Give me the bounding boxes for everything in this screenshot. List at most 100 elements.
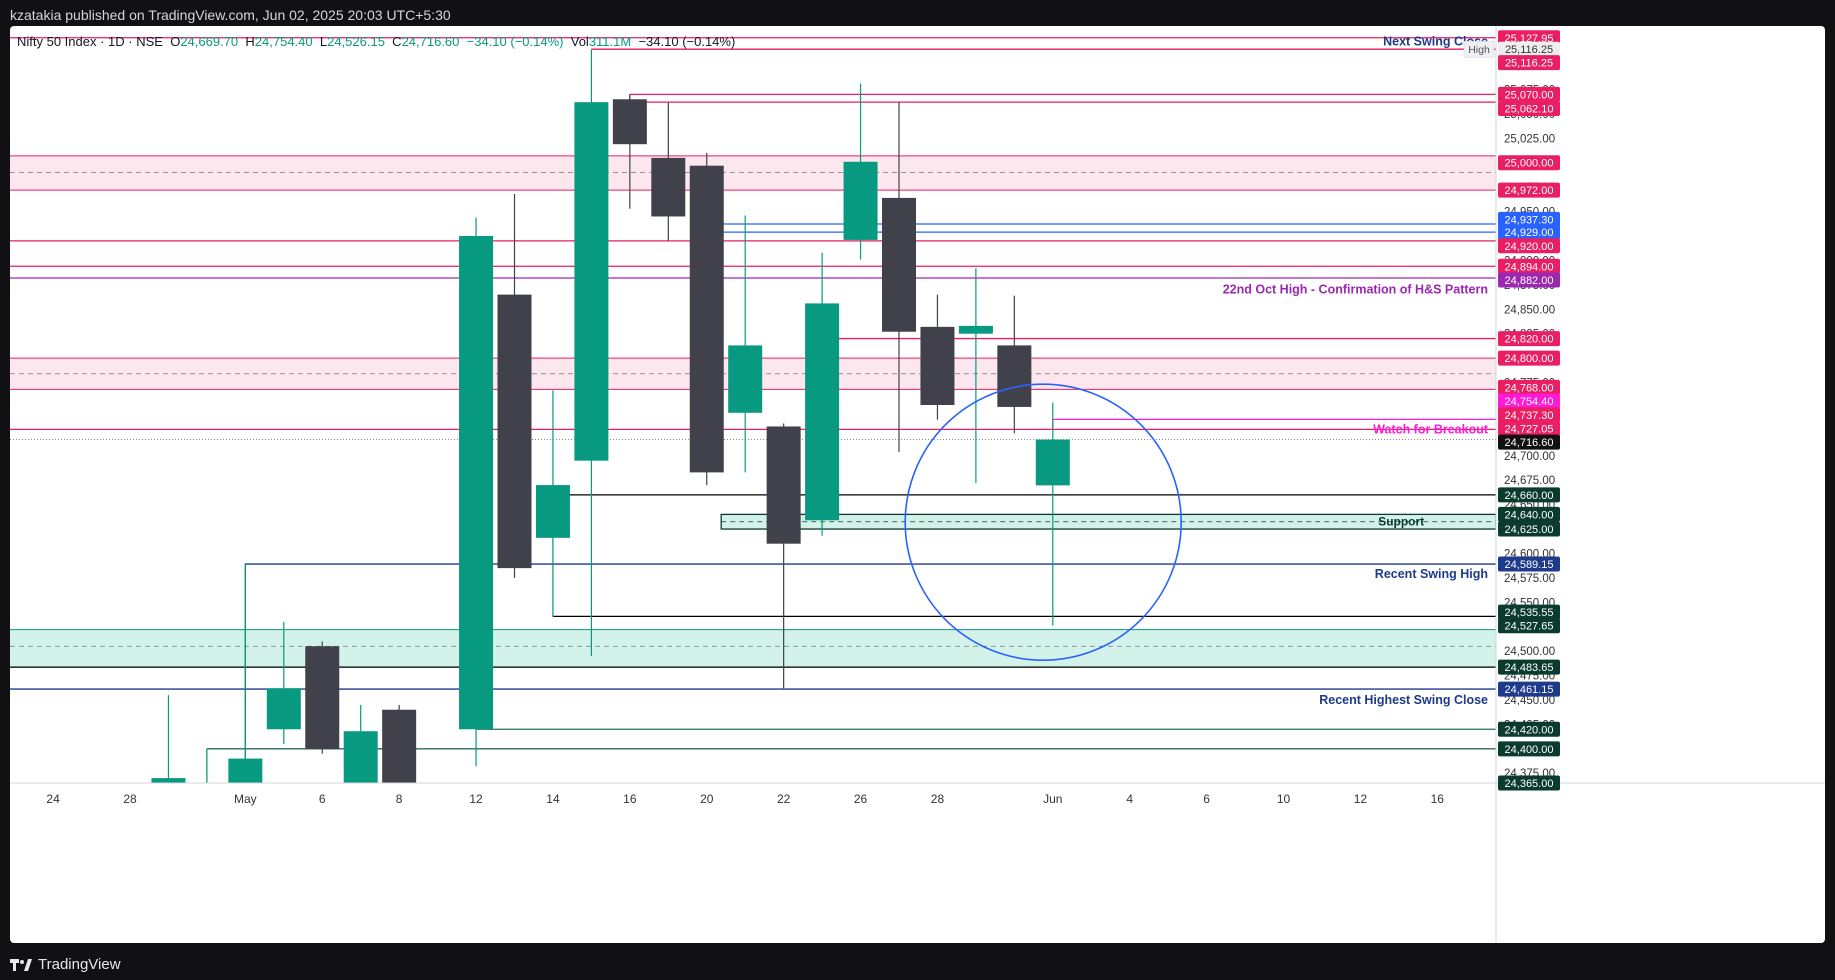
- price-label-box: [1498, 556, 1560, 572]
- candle[interactable]: [805, 252, 840, 536]
- candle[interactable]: [305, 641, 340, 754]
- candle[interactable]: [228, 563, 263, 846]
- open-key: O: [170, 34, 181, 49]
- x-tick-label: 20: [700, 792, 714, 806]
- candle[interactable]: [689, 152, 724, 486]
- candle-body: [805, 303, 840, 521]
- price-label-box: [1498, 224, 1560, 240]
- candle-body: [459, 236, 494, 730]
- candle-body: [651, 157, 686, 217]
- candle[interactable]: [497, 194, 532, 578]
- highlight-circle: [904, 383, 1182, 662]
- x-tick-label: 28: [123, 792, 137, 806]
- open-value: 24,669.70: [180, 34, 239, 49]
- price-label: 24,535.55: [1498, 604, 1560, 620]
- price-label-box: [1498, 182, 1560, 198]
- candle[interactable]: [382, 704, 417, 847]
- x-tick-label: 16: [1431, 792, 1445, 806]
- high-marker-box: [1463, 40, 1495, 58]
- price-label-text: 24,400.00: [1505, 744, 1554, 756]
- price-label: 24,929.00: [1498, 224, 1560, 240]
- candle[interactable]: [843, 83, 878, 260]
- price-label-text: 24,420.00: [1505, 724, 1554, 736]
- price-label: 25,116.25: [1498, 55, 1560, 71]
- y-tick-label: 24,850.00: [1504, 304, 1555, 316]
- price-label-box: [1498, 101, 1560, 117]
- price-label-box: [1498, 434, 1560, 450]
- candle-body: [228, 758, 263, 783]
- price-label-text: 24,535.55: [1505, 607, 1554, 619]
- price-chart[interactable]: Support Next Swing Close 22nd Oct High - C…: [10, 26, 1825, 943]
- candle[interactable]: [151, 695, 186, 846]
- candle[interactable]: [766, 423, 801, 689]
- x-tick-label: 10: [1277, 792, 1291, 806]
- price-label: 24,737.30: [1498, 407, 1560, 423]
- candle[interactable]: [1035, 402, 1070, 626]
- price-label-text: 25,000.00: [1505, 158, 1554, 170]
- price-label-box: [1498, 331, 1560, 347]
- price-label: 25,062.10: [1498, 101, 1560, 117]
- candle[interactable]: [920, 294, 955, 420]
- symbol-name[interactable]: Nifty 50 Index · 1D · NSE: [17, 34, 163, 49]
- annotation-label: Watch for Breakout: [1373, 422, 1489, 436]
- x-tick-label: 16: [623, 792, 637, 806]
- price-label-text: 25,070.00: [1505, 89, 1554, 101]
- low-key: L: [319, 34, 328, 49]
- chart-frame[interactable]: Nifty 50 Index · 1D · NSE O24,669.70 H24…: [10, 26, 1825, 943]
- candle[interactable]: [459, 217, 494, 767]
- candle-body: [535, 485, 570, 538]
- price-label: 24,972.00: [1498, 182, 1560, 198]
- candle[interactable]: [651, 102, 686, 241]
- candle[interactable]: [266, 621, 301, 744]
- volume-key: Vol: [570, 34, 589, 49]
- price-label: 25,070.00: [1498, 86, 1560, 102]
- candle[interactable]: [574, 49, 609, 657]
- y-tick-label: 24,700.00: [1504, 451, 1555, 463]
- price-label-box: [1498, 681, 1560, 697]
- price-label-text: 24,737.30: [1505, 410, 1554, 422]
- price-label-box: [1498, 211, 1560, 227]
- x-tick-label: Jun: [1043, 792, 1062, 806]
- annotation-label: 22nd Oct High - Confirmation of H&S Patt…: [1223, 283, 1488, 297]
- price-label: 24,937.30: [1498, 211, 1560, 227]
- tradingview-logo-icon: [10, 958, 32, 972]
- price-label: 24,420.00: [1498, 721, 1560, 737]
- candle[interactable]: [190, 748, 224, 847]
- annotation-label: Recent Swing High: [1375, 567, 1488, 581]
- price-label-text: 24,800.00: [1505, 353, 1554, 365]
- candle[interactable]: [343, 704, 378, 847]
- price-label-text: 24,461.15: [1505, 684, 1554, 696]
- candle[interactable]: [728, 215, 763, 473]
- price-label-text: 24,625.00: [1505, 524, 1554, 536]
- annotation-label: Recent Highest Swing Close: [1319, 693, 1488, 707]
- low-value: 24,526.15: [327, 34, 385, 49]
- price-label-box: [1498, 350, 1560, 366]
- symbol-legend: Nifty 50 Index · 1D · NSE O24,669.70 H24…: [17, 34, 735, 49]
- brand-name[interactable]: TradingView: [38, 956, 121, 973]
- price-label-box: [1498, 521, 1560, 537]
- price-label: 24,483.65: [1498, 659, 1560, 675]
- candle-body: [766, 426, 801, 544]
- price-label-box: [1498, 86, 1560, 102]
- candle[interactable]: [997, 295, 1032, 434]
- price-label-text: 25,062.10: [1505, 104, 1554, 116]
- price-label: 24,882.00: [1498, 272, 1560, 288]
- candle-body: [1035, 439, 1070, 486]
- candle-body: [728, 345, 763, 413]
- candle[interactable]: [958, 268, 993, 484]
- candle[interactable]: [612, 94, 647, 209]
- price-label-text: 24,589.15: [1505, 559, 1554, 571]
- price-label-box: [1498, 604, 1560, 620]
- candle-body: [151, 778, 186, 783]
- price-label: 24,365.00: [1498, 775, 1560, 791]
- price-label: 24,527.65: [1498, 618, 1560, 634]
- price-label-text: 24,716.60: [1505, 437, 1554, 449]
- price-label: 24,894.00: [1498, 258, 1560, 274]
- candle[interactable]: [882, 102, 916, 452]
- price-label-text: 24,754.40: [1505, 396, 1554, 408]
- price-label: 24,920.00: [1498, 238, 1560, 254]
- price-label: 24,768.00: [1498, 379, 1560, 395]
- x-tick-label: 28: [931, 792, 945, 806]
- candle[interactable]: [535, 390, 570, 617]
- price-label-text: 24,727.05: [1505, 423, 1554, 435]
